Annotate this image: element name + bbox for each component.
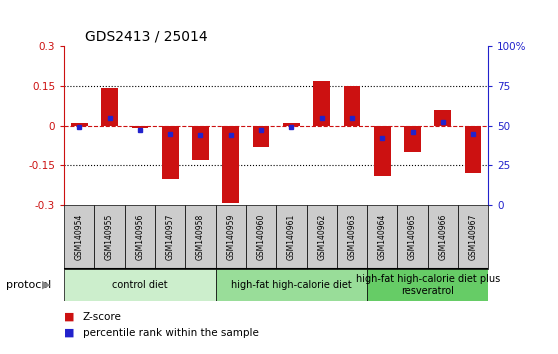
Text: ▶: ▶ [42, 280, 51, 290]
Text: GSM140964: GSM140964 [378, 214, 387, 261]
Bar [192, 126, 209, 160]
Bar [404, 126, 421, 152]
Bar [427, 205, 458, 269]
Text: GSM140966: GSM140966 [439, 214, 448, 261]
Bar [344, 86, 360, 126]
Bar [276, 205, 306, 269]
Bar [185, 205, 215, 269]
Text: GSM140957: GSM140957 [166, 214, 175, 261]
Text: GSM140961: GSM140961 [287, 214, 296, 260]
Bar [397, 205, 427, 269]
Text: GSM140967: GSM140967 [469, 214, 478, 261]
Text: GDS2413 / 25014: GDS2413 / 25014 [85, 29, 208, 44]
Bar [367, 269, 488, 301]
Bar [223, 126, 239, 202]
Text: high-fat high-calorie diet plus
resveratrol: high-fat high-calorie diet plus resverat… [355, 274, 500, 296]
Bar [458, 205, 488, 269]
Bar [246, 205, 276, 269]
Text: Z-score: Z-score [83, 312, 122, 322]
Bar [337, 205, 367, 269]
Bar [313, 80, 330, 126]
Bar [162, 126, 179, 179]
Text: GSM140965: GSM140965 [408, 214, 417, 261]
Text: percentile rank within the sample: percentile rank within the sample [83, 328, 258, 338]
Bar [253, 126, 270, 147]
Bar [132, 126, 148, 128]
Bar [435, 110, 451, 126]
Text: control diet: control diet [112, 280, 168, 290]
Text: GSM140954: GSM140954 [75, 214, 84, 261]
Bar [367, 205, 397, 269]
Text: GSM140963: GSM140963 [348, 214, 357, 261]
Bar [374, 126, 391, 176]
Bar [94, 205, 125, 269]
Bar [64, 269, 215, 301]
Text: protocol: protocol [6, 280, 51, 290]
Bar [71, 123, 88, 126]
Text: GSM140955: GSM140955 [105, 214, 114, 261]
Bar [306, 205, 337, 269]
Text: ■: ■ [64, 328, 75, 338]
Bar [155, 205, 185, 269]
Text: ■: ■ [64, 312, 75, 322]
Text: GSM140960: GSM140960 [257, 214, 266, 261]
Bar [64, 205, 94, 269]
Bar [215, 205, 246, 269]
Text: high-fat high-calorie diet: high-fat high-calorie diet [231, 280, 352, 290]
Text: GSM140958: GSM140958 [196, 214, 205, 260]
Bar [125, 205, 155, 269]
Bar [283, 123, 300, 126]
Bar [465, 126, 482, 173]
Text: GSM140959: GSM140959 [227, 214, 235, 261]
Text: GSM140956: GSM140956 [136, 214, 145, 261]
Bar [215, 269, 367, 301]
Bar [101, 88, 118, 126]
Text: GSM140962: GSM140962 [317, 214, 326, 260]
